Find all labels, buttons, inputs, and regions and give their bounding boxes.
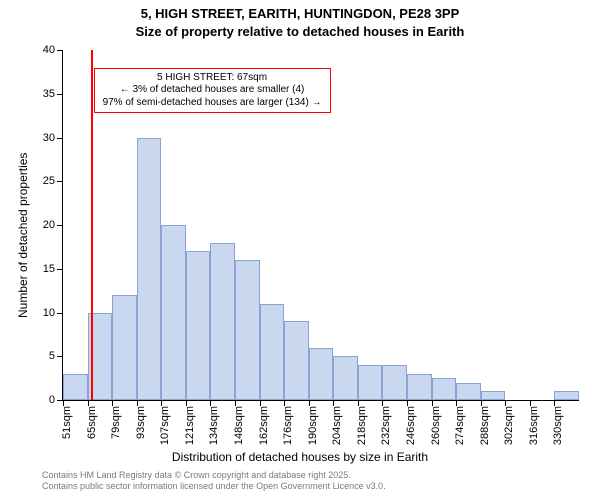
x-tick-label: 79sqm [110, 406, 122, 439]
y-tick-label: 25 [43, 175, 55, 187]
plot-area: 051015202530354051sqm65sqm79sqm93sqm107s… [62, 50, 579, 401]
y-tick [57, 356, 63, 357]
y-tick-label: 5 [49, 350, 55, 362]
histogram-bar [407, 374, 432, 400]
x-tick-label: 288sqm [479, 406, 491, 445]
annotation-line: ← 3% of detached houses are smaller (4) [103, 84, 322, 97]
x-tick-label: 65sqm [86, 406, 98, 439]
histogram-bar [235, 260, 260, 400]
x-tick-label: 330sqm [552, 406, 564, 445]
x-tick-label: 121sqm [184, 406, 196, 445]
x-tick-label: 107sqm [159, 406, 171, 445]
reference-line [91, 50, 93, 400]
y-tick [57, 94, 63, 95]
x-tick-label: 218sqm [356, 406, 368, 445]
y-tick [57, 181, 63, 182]
chart-container: 5, HIGH STREET, EARITH, HUNTINGDON, PE28… [0, 0, 600, 500]
annotation-line: 97% of semi-detached houses are larger (… [103, 97, 322, 110]
x-tick-label: 246sqm [405, 406, 417, 445]
y-tick [57, 138, 63, 139]
histogram-bar [382, 365, 407, 400]
y-tick-label: 30 [43, 132, 55, 144]
x-axis-label: Distribution of detached houses by size … [0, 450, 600, 464]
histogram-bar [554, 391, 579, 400]
footer-line-1: Contains HM Land Registry data © Crown c… [42, 470, 592, 481]
histogram-bar [481, 391, 506, 400]
histogram-bar [161, 225, 186, 400]
x-tick-label: 176sqm [282, 406, 294, 445]
annotation-line: 5 HIGH STREET: 67sqm [103, 72, 322, 85]
x-tick-label: 148sqm [233, 406, 245, 445]
histogram-bar [309, 348, 334, 401]
histogram-bar [260, 304, 285, 400]
annotation-box: 5 HIGH STREET: 67sqm← 3% of detached hou… [94, 68, 331, 114]
histogram-bar [210, 243, 235, 401]
histogram-bar [63, 374, 88, 400]
x-tick-label: 260sqm [430, 406, 442, 445]
x-tick-label: 162sqm [258, 406, 270, 445]
x-tick-label: 302sqm [503, 406, 515, 445]
y-tick [57, 313, 63, 314]
histogram-bar [456, 383, 481, 401]
y-tick-label: 10 [43, 307, 55, 319]
y-tick [57, 225, 63, 226]
histogram-bar [358, 365, 383, 400]
histogram-bar [137, 138, 162, 401]
histogram-bar [284, 321, 309, 400]
histogram-bar [432, 378, 457, 400]
y-tick-label: 40 [43, 44, 55, 56]
y-tick-label: 15 [43, 263, 55, 275]
x-tick-label: 134sqm [208, 406, 220, 445]
x-tick-label: 274sqm [454, 406, 466, 445]
x-tick-label: 204sqm [331, 406, 343, 445]
x-tick-label: 93sqm [135, 406, 147, 439]
histogram-bar [186, 251, 211, 400]
histogram-bar [112, 295, 137, 400]
x-tick-label: 190sqm [307, 406, 319, 445]
histogram-bar [333, 356, 358, 400]
footer-attribution: Contains HM Land Registry data © Crown c… [42, 470, 592, 493]
chart-title-sub: Size of property relative to detached ho… [0, 24, 600, 39]
y-tick [57, 269, 63, 270]
y-tick-label: 35 [43, 88, 55, 100]
x-tick-label: 51sqm [61, 406, 73, 439]
chart-title-main: 5, HIGH STREET, EARITH, HUNTINGDON, PE28… [0, 6, 600, 21]
y-axis-label: Number of detached properties [16, 153, 30, 318]
y-tick-label: 20 [43, 219, 55, 231]
y-tick-label: 0 [49, 394, 55, 406]
y-tick [57, 50, 63, 51]
x-tick-label: 232sqm [380, 406, 392, 445]
x-tick-label: 316sqm [528, 406, 540, 445]
footer-line-2: Contains public sector information licen… [42, 481, 592, 492]
